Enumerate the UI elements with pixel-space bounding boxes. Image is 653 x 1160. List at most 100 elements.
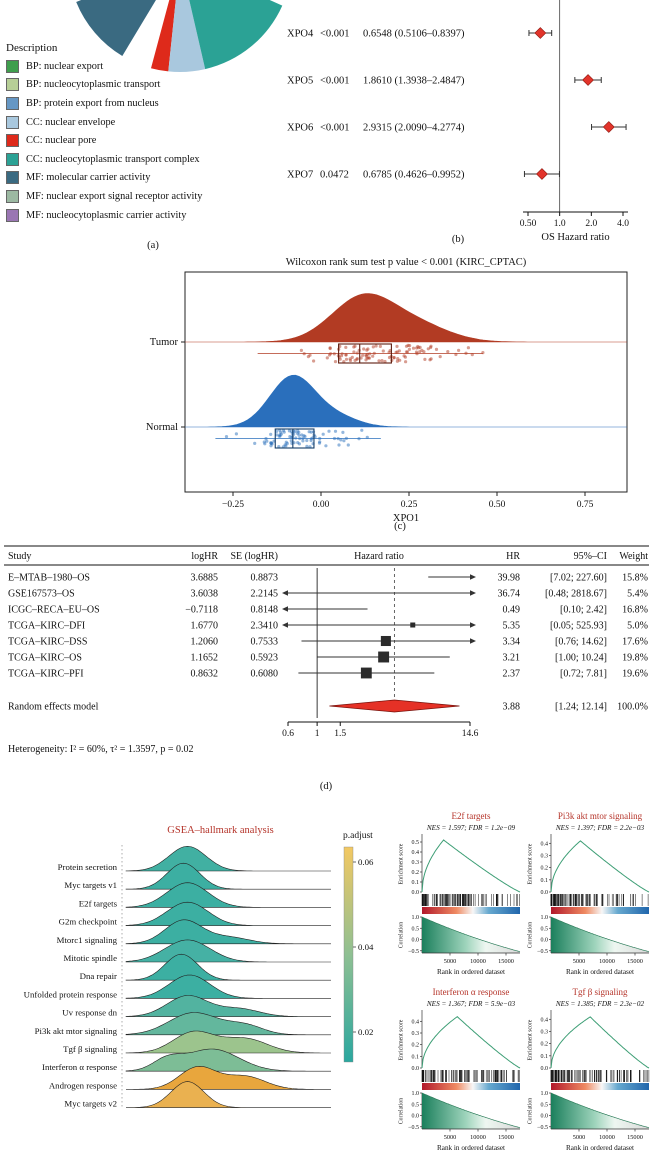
gsea-x-tick-label: 5000	[573, 1134, 586, 1141]
raincloud-point	[466, 346, 470, 350]
gsea-rank-gradient-strip	[422, 1083, 520, 1090]
meta-row-ci: [0.72; 7.81]	[560, 669, 607, 680]
gsea-es-ylabel: Enrichment score	[528, 1019, 534, 1060]
raincloud-point	[398, 358, 402, 362]
meta-row-study: ICGC–RECA–EU–OS	[8, 605, 100, 616]
ridge-density	[126, 1081, 331, 1108]
gsea-x-tick-label: 10000	[470, 958, 486, 965]
forest-ci-text: 0.6548 (0.5106–0.8397)	[363, 29, 465, 40]
ridge-category-label: G2m checkpoint	[59, 917, 118, 927]
gsea-corr-ylabel: Correlation	[528, 922, 534, 949]
raincloud-point	[333, 360, 338, 364]
gsea-es-tick-label: 0.4	[412, 1019, 420, 1025]
gsea-corr-tick-label: 1.0	[541, 1091, 549, 1097]
raincloud-point	[342, 439, 346, 443]
colorbar	[343, 846, 354, 1063]
ridge-density	[125, 1048, 331, 1072]
ridge-category-label: Androgen response	[49, 1080, 117, 1090]
ridge-density	[125, 862, 331, 890]
raincloud-point	[381, 349, 385, 353]
meta-row-ci: [7.02; 227.60]	[550, 573, 607, 584]
meta-row-study: TCGA–KIRC–PFI	[8, 669, 84, 680]
legend-items: BP: nuclear export BP: nucleocytoplasmic …	[6, 57, 296, 224]
raincloud-point	[352, 350, 356, 354]
raincloud-point	[411, 346, 416, 350]
legend-item: BP: nucleocytoplasmic transport	[6, 76, 296, 95]
meta-row-weight: 17.6%	[622, 637, 648, 648]
raincloud-point	[262, 440, 266, 444]
legend-swatch	[6, 189, 19, 203]
raincloud-point	[234, 432, 238, 436]
raincloud-point	[395, 350, 399, 354]
legend-item: CC: nuclear pore	[6, 131, 296, 150]
gsea-corr-tick-label: −0.5	[408, 949, 419, 955]
gsea-corr-tick-label: 1.0	[412, 915, 420, 921]
forest-x-tick-label: 1.0	[554, 219, 566, 229]
raincloud-point	[438, 355, 442, 359]
raincloud-point	[327, 429, 331, 433]
raincloud-point	[275, 429, 279, 433]
forest-ci-text: 1.8610 (1.3938–2.4847)	[363, 76, 465, 87]
meta-row-weight: 16.8%	[622, 605, 648, 616]
gsea-x-tick-label: 15000	[498, 1134, 514, 1141]
raincloud-point	[253, 441, 257, 445]
raincloud-point	[296, 429, 300, 433]
raincloud-point	[328, 346, 332, 351]
raincloud-point	[269, 432, 273, 436]
raincloud-point	[324, 444, 328, 448]
raincloud-point	[407, 347, 411, 351]
meta-row-hr: 0.49	[503, 605, 521, 616]
gsea-es-tick-label: 0.0	[412, 890, 420, 896]
gsea-panel-e2f: E2f targets NES = 1.597; FDR = 1.2e−09 0.5…	[399, 811, 521, 976]
raincloud-point	[405, 350, 410, 354]
raincloud-point	[404, 360, 408, 364]
gsea-panel-tgfb: Tgf β signaling NES = 1.385; FDR = 2.3e−0…	[528, 987, 650, 1152]
panel-label-c: (c)	[394, 521, 406, 532]
go-pie-chart	[76, 0, 283, 72]
os-forest-plot: XPO4 <0.001 0.6548 (0.5106–0.8397) XPO5 <0.0…	[287, 0, 629, 243]
gsea-x-axis-label: Rank in ordered dataset	[437, 1144, 505, 1152]
raincloud-point	[360, 428, 364, 432]
gsea-es-tick-label: 0.2	[412, 1043, 420, 1049]
raincloud-point	[288, 435, 292, 439]
gsea-corr-tick-label: −0.5	[537, 1125, 548, 1131]
gsea-es-tick-label: 0.1	[412, 1054, 420, 1060]
legend-item: BP: protein export from nucleus	[6, 94, 296, 113]
legend-swatch	[6, 115, 19, 129]
meta-ci-arrow	[470, 590, 476, 596]
raincloud-point	[269, 441, 273, 445]
col-header-weight: Weight	[619, 551, 648, 562]
gsea-panel-interferon: Interferon α response NES = 1.367; FDR = …	[399, 987, 521, 1152]
gsea-corr-tick-label: 0.5	[412, 1102, 420, 1108]
raincloud-point	[287, 429, 291, 433]
meta-row-study: E–MTAB–1980–OS	[8, 573, 90, 584]
meta-row-hr: 36.74	[498, 589, 521, 600]
raincloud-point	[302, 434, 306, 438]
forest-gene: XPO5	[287, 76, 313, 87]
meta-row-ci: [0.05; 525.93]	[550, 621, 607, 632]
raincloud-point	[374, 344, 378, 348]
raincloud-point	[301, 439, 305, 443]
gsea-corr-tick-label: −0.5	[408, 1125, 419, 1131]
raincloud-point	[353, 358, 357, 362]
gsea-corr-area	[422, 917, 520, 953]
legend-item-label: BP: nucleocytoplasmic transport	[26, 79, 161, 91]
legend-swatch	[6, 171, 19, 185]
gsea-ridgeline-plot: GSEA–hallmark analysis Protein secretion M…	[24, 825, 374, 1109]
raincloud-y-label: Normal	[146, 422, 178, 433]
forest-gene: XPO4	[287, 29, 314, 40]
forest-ci-text: 2.9315 (2.0090–4.2774)	[363, 123, 465, 134]
meta-ci-arrow	[470, 574, 476, 580]
raincloud-density	[185, 374, 627, 428]
forest-pvalue: <0.001	[320, 76, 350, 87]
meta-row-weight: 15.8%	[622, 573, 648, 584]
gsea-x-axis-label: Rank in ordered dataset	[437, 968, 505, 976]
meta-ci-arrow	[282, 622, 288, 628]
gsea-corr-curve	[421, 916, 521, 953]
legend-swatch	[6, 152, 19, 166]
gsea-es-tick-label: 0.2	[541, 866, 549, 872]
raincloud-x-tick-label: 0.00	[313, 500, 330, 510]
gsea-es-ylabel: Enrichment score	[528, 843, 534, 884]
meta-x-tick-label: 1.5	[334, 729, 346, 739]
meta-row-weight: 19.6%	[622, 669, 648, 680]
